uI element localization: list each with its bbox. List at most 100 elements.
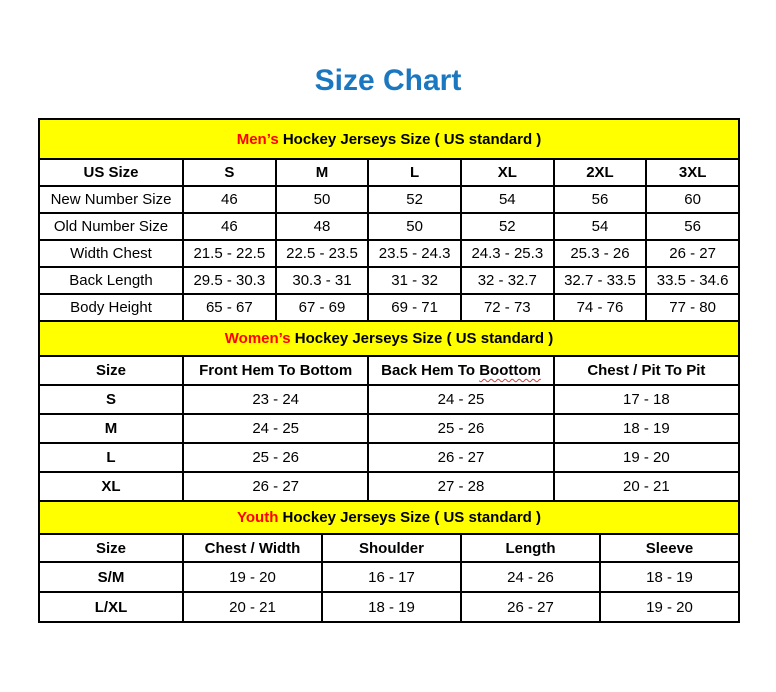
youth-table-cell: 20 - 21	[182, 591, 323, 623]
womens-data-row: XL 26 - 27 27 - 28 20 - 21	[38, 471, 741, 502]
mens-table-cell: 72 - 73	[459, 293, 555, 322]
womens-table-cell: 19 - 20	[552, 442, 741, 473]
youth-table-cell: 19 - 20	[182, 561, 323, 593]
mens-data-row: Back Length 29.5 - 30.3 30.3 - 31 31 - 32 32…	[38, 266, 740, 295]
mens-table-cell: 54	[552, 212, 648, 241]
youth-data-row: L/XL 20 - 21 18 - 19 26 - 27 19 - 20	[38, 591, 740, 623]
mens-table-cell: 56	[552, 185, 648, 214]
mens-table-cell: 56	[645, 212, 740, 241]
mens-column-header: M	[274, 158, 370, 187]
womens-column-header: Front Hem To Bottom	[181, 355, 370, 386]
youth-column-header: Sleeve	[599, 533, 740, 563]
womens-banner-title: Women’s Hockey Jerseys Size ( US standar…	[37, 320, 741, 357]
mens-table-cell: 23.5 - 24.3	[367, 239, 462, 268]
mens-header-row: US Size S M L XL 2XL 3XL	[38, 158, 740, 187]
mens-table-cell: 46	[182, 185, 277, 214]
size-table-youth: Youth Hockey Jerseys Size ( US standard …	[38, 500, 740, 623]
misspelled-word: Boottom	[479, 362, 541, 379]
womens-table-cell: 27 - 28	[367, 471, 555, 502]
womens-table-cell: XL	[38, 471, 184, 502]
youth-banner-row: Youth Hockey Jerseys Size ( US standard …	[38, 500, 740, 535]
mens-table-cell: New Number Size	[38, 185, 184, 214]
mens-table-cell: 65 - 67	[182, 293, 277, 322]
mens-table-cell: 32 - 32.7	[459, 266, 555, 295]
womens-data-row: S 23 - 24 24 - 25 17 - 18	[38, 384, 741, 415]
womens-table-cell: 18 - 19	[552, 413, 741, 444]
mens-table-cell: 32.7 - 33.5	[552, 266, 648, 295]
womens-table-cell: 25 - 26	[367, 413, 555, 444]
womens-table-cell: 17 - 18	[552, 384, 741, 415]
youth-column-header: Shoulder	[321, 533, 462, 563]
womens-table-cell: L	[38, 442, 184, 473]
mens-column-header: L	[367, 158, 462, 187]
mens-table-cell: Back Length	[38, 266, 184, 295]
size-table-mens: Men’s Hockey Jerseys Size ( US standard …	[38, 118, 740, 322]
mens-column-header: XL	[459, 158, 555, 187]
mens-table-cell: Old Number Size	[38, 212, 184, 241]
page-title: Size Chart	[314, 64, 462, 97]
mens-table-cell: 52	[367, 185, 462, 214]
youth-table-cell: 19 - 20	[599, 591, 740, 623]
youth-banner-highlight: Youth	[237, 509, 279, 526]
mens-data-row: Old Number Size 46 48 50 52 54 56	[38, 212, 740, 241]
youth-column-header: Size	[38, 533, 184, 563]
mens-table-cell: 48	[274, 212, 370, 241]
mens-data-row: Width Chest 21.5 - 22.5 22.5 - 23.5 23.5 - …	[38, 239, 740, 268]
womens-table-cell: 25 - 26	[181, 442, 370, 473]
youth-header-row: Size Chest / Width Shoulder Length Sleeve	[38, 533, 740, 563]
size-chart-container: Men’s Hockey Jerseys Size ( US standard …	[37, 118, 741, 623]
youth-column-header: Length	[460, 533, 601, 563]
womens-header-row: Size Front Hem To Bottom Back Hem To Boott…	[38, 355, 741, 386]
youth-table-cell: L/XL	[38, 591, 184, 623]
mens-table-cell: 54	[459, 185, 555, 214]
womens-table-cell: S	[38, 384, 184, 415]
womens-table-cell: 26 - 27	[181, 471, 370, 502]
womens-data-row: M 24 - 25 25 - 26 18 - 19	[38, 413, 741, 444]
youth-table-cell: 18 - 19	[321, 591, 462, 623]
mens-table-cell: 50	[274, 185, 370, 214]
mens-table-cell: 50	[367, 212, 462, 241]
mens-table-cell: 26 - 27	[645, 239, 740, 268]
mens-table-cell: 31 - 32	[367, 266, 462, 295]
mens-banner-title: Men’s Hockey Jerseys Size ( US standard …	[38, 118, 740, 160]
womens-data-row: L 25 - 26 26 - 27 19 - 20	[38, 442, 741, 473]
mens-table-cell: 52	[459, 212, 555, 241]
mens-column-header: 2XL	[552, 158, 648, 187]
mens-banner-highlight: Men’s	[236, 130, 279, 148]
womens-table-cell: 20 - 21	[552, 471, 741, 502]
womens-column-header: Chest / Pit To Pit	[552, 355, 741, 386]
youth-data-row: S/M 19 - 20 16 - 17 24 - 26 18 - 19	[38, 561, 740, 593]
mens-table-cell: 24.3 - 25.3	[459, 239, 555, 268]
womens-table-cell: M	[38, 413, 184, 444]
womens-table-cell: 24 - 25	[181, 413, 370, 444]
mens-table-cell: 21.5 - 22.5	[182, 239, 277, 268]
mens-column-header: S	[182, 158, 277, 187]
womens-column-header: Back Hem To Boottom	[367, 355, 555, 386]
mens-table-cell: 60	[645, 185, 740, 214]
youth-column-header: Chest / Width	[182, 533, 323, 563]
mens-banner-row: Men’s Hockey Jerseys Size ( US standard …	[38, 118, 740, 160]
youth-table-cell: 18 - 19	[599, 561, 740, 593]
womens-banner-row: Women’s Hockey Jerseys Size ( US standar…	[37, 320, 741, 357]
mens-data-row: Body Height 65 - 67 67 - 69 69 - 71 72 - 73 7…	[38, 293, 740, 322]
mens-column-header: 3XL	[645, 158, 740, 187]
mens-table-cell: 30.3 - 31	[274, 266, 370, 295]
mens-data-row: New Number Size 46 50 52 54 56 60	[38, 185, 740, 214]
womens-table-cell: 26 - 27	[367, 442, 555, 473]
womens-column-header: Size	[38, 355, 184, 386]
womens-table-cell: 23 - 24	[181, 384, 370, 415]
mens-table-cell: Body Height	[38, 293, 184, 322]
womens-table-cell: 24 - 25	[367, 384, 555, 415]
mens-table-cell: 67 - 69	[274, 293, 370, 322]
youth-banner-title: Youth Hockey Jerseys Size ( US standard …	[38, 500, 740, 535]
mens-table-cell: 74 - 76	[552, 293, 648, 322]
youth-table-cell: 16 - 17	[321, 561, 462, 593]
mens-table-cell: 69 - 71	[367, 293, 462, 322]
mens-table-cell: 25.3 - 26	[552, 239, 648, 268]
youth-table-cell: 26 - 27	[460, 591, 601, 623]
mens-table-cell: 77 - 80	[645, 293, 740, 322]
mens-table-cell: 22.5 - 23.5	[274, 239, 370, 268]
mens-table-cell: 33.5 - 34.6	[645, 266, 740, 295]
mens-table-cell: Width Chest	[38, 239, 184, 268]
mens-table-cell: 46	[182, 212, 277, 241]
